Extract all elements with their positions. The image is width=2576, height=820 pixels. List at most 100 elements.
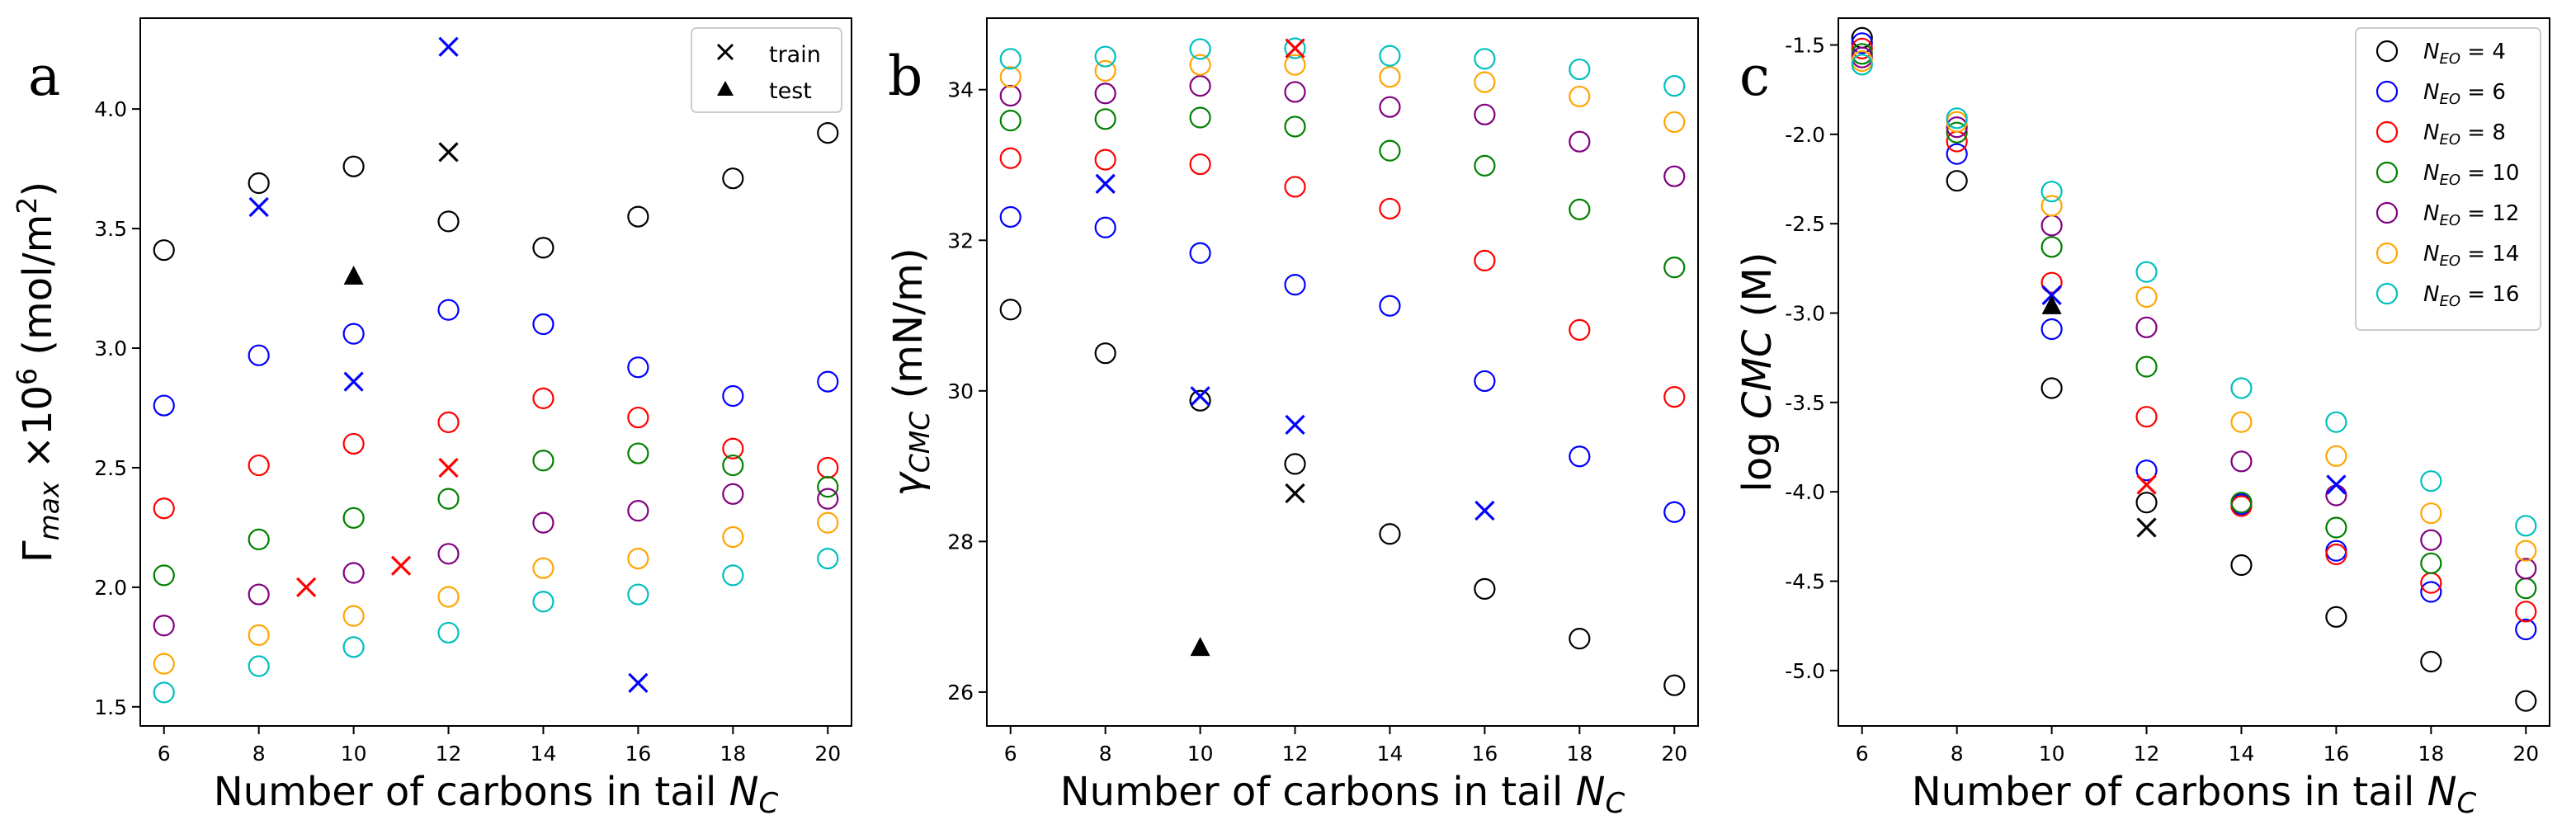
- point-n-eo-8: [2420, 572, 2442, 594]
- y-tick-label: 34: [947, 78, 974, 102]
- point-n-eo-12: [817, 488, 839, 510]
- panel-c-ylabel: log CMC (M): [1734, 252, 1781, 492]
- panel-a-ticks: 6 8 10 12 14 16 18 20 1.5 2.0 2.5 3.0 3.5 4.0: [94, 97, 841, 766]
- point-n-eo-10: [153, 564, 175, 587]
- point-n-eo-12: [1569, 130, 1591, 153]
- ylabel-a-sub: max: [33, 481, 65, 540]
- point-n-eo-12: [1284, 81, 1306, 103]
- point-n-eo-10: [1474, 154, 1496, 177]
- point-n-eo-14: [1474, 71, 1496, 93]
- legend-train-label: train: [769, 42, 821, 68]
- point-n-eo-8: [248, 454, 270, 477]
- cross-point-train-red: [2136, 474, 2157, 495]
- ylabel-a-close: ): [15, 181, 61, 197]
- point-n-eo-4: [2135, 492, 2158, 514]
- point-n-eo-16: [342, 636, 365, 658]
- panel-c-ticks: 6 8 10 12 14 16 18 20 -5.0 -4.5 -4.0 -3.5 -3.0 -2.5 -2…: [1785, 34, 2539, 766]
- cross-point-train-red: [390, 555, 412, 576]
- point-n-eo-10: [2135, 356, 2158, 378]
- legend-c-marker-icon: [2375, 282, 2399, 305]
- legend-c-value: = 12: [2460, 201, 2519, 226]
- legend-c-sub: EO: [2439, 212, 2460, 229]
- point-n-eo-6: [342, 323, 365, 345]
- point-n-eo-16: [722, 564, 744, 587]
- panel-b-axes-frame: [986, 17, 1699, 727]
- point-n-eo-16: [2135, 261, 2158, 283]
- xlabel-sub: C: [2457, 787, 2477, 820]
- y-tick-label: -3.0: [1785, 302, 1825, 326]
- point-n-eo-12: [342, 562, 365, 584]
- point-n-eo-16: [1189, 38, 1211, 60]
- point-n-eo-4: [2420, 650, 2442, 673]
- legend-c-sub: EO: [2439, 293, 2460, 310]
- point-n-eo-8: [999, 147, 1021, 169]
- point-n-eo-16: [2041, 181, 2063, 203]
- y-tick-label: 32: [947, 229, 974, 252]
- xlabel-main: Number of carbons in tail: [1912, 769, 2427, 815]
- cross-point-train-blue: [438, 36, 459, 57]
- point-n-eo-8: [342, 432, 365, 455]
- triangle-point-test: [1190, 637, 1210, 657]
- xlabel-main: Number of carbons in tail: [1060, 769, 1576, 815]
- point-n-eo-10: [437, 488, 460, 510]
- point-n-eo-12: [1946, 116, 1968, 139]
- y-tick-label: 3.5: [94, 217, 127, 241]
- panel-b-ylabel: γCMC (mN/m): [885, 247, 936, 496]
- cross-point-train-blue: [343, 371, 364, 392]
- point-n-eo-6: [2230, 493, 2253, 516]
- point-n-eo-14: [342, 605, 365, 627]
- x-tick-label: 16: [1471, 742, 1498, 766]
- y-tick-label: 3.0: [94, 337, 127, 361]
- point-n-eo-4: [2041, 377, 2063, 399]
- panel-b-ticks: 6 8 10 12 14 16 18 20 26 28 30 32 34: [947, 78, 1687, 766]
- point-n-eo-6: [1663, 501, 1686, 523]
- point-n-eo-8: [2135, 406, 2158, 428]
- panel-c-data: [1851, 26, 2537, 712]
- legend-c-marker-icon: [2375, 161, 2399, 184]
- y-tick-label: 2.0: [94, 576, 127, 600]
- point-n-eo-10: [248, 528, 270, 551]
- point-n-eo-8: [2515, 601, 2537, 623]
- x-tick-label: 6: [1856, 742, 1869, 766]
- point-n-eo-14: [722, 525, 744, 549]
- legend-c-sub: EO: [2439, 172, 2460, 189]
- xlabel-main: Number of carbons in tail: [214, 769, 729, 815]
- panel-b-xlabel: Number of carbons in tail NC: [1060, 769, 1625, 820]
- x-tick-label: 10: [2039, 742, 2065, 766]
- point-n-eo-4: [1094, 342, 1116, 365]
- point-n-eo-6: [2041, 318, 2063, 341]
- point-n-eo-14: [1663, 111, 1686, 134]
- point-n-eo-8: [1569, 318, 1591, 341]
- x-tick-label: 8: [252, 742, 266, 766]
- panel-a-data: [153, 36, 839, 704]
- point-n-eo-14: [1569, 85, 1591, 108]
- point-n-eo-10: [1189, 106, 1211, 129]
- legend-c-marker-icon: [2375, 120, 2399, 144]
- cross-point-train-black: [438, 142, 459, 163]
- point-n-eo-6: [1379, 295, 1401, 317]
- point-n-eo-6: [1094, 216, 1116, 238]
- legend-c-value: = 8: [2460, 120, 2506, 145]
- x-tick-label: 20: [814, 742, 841, 766]
- legend-c-var: N: [2423, 80, 2439, 105]
- panel-a-xlabel: Number of carbons in tail NC: [214, 769, 779, 820]
- point-n-eo-16: [153, 681, 175, 704]
- point-n-eo-4: [342, 155, 365, 177]
- point-n-eo-16: [1569, 58, 1591, 81]
- point-n-eo-10: [2325, 516, 2347, 539]
- point-n-eo-12: [1189, 75, 1211, 97]
- point-n-eo-8: [437, 411, 460, 433]
- x-tick-label: 8: [1099, 742, 1112, 766]
- point-n-eo-14: [2135, 285, 2158, 309]
- x-tick-label: 8: [1951, 742, 1964, 766]
- point-n-eo-16: [248, 655, 270, 677]
- x-tick-label: 12: [1282, 742, 1309, 766]
- point-n-eo-6: [1851, 32, 1873, 54]
- panel-a-legend: train test: [691, 27, 842, 113]
- xlabel-var: N: [1576, 769, 1606, 815]
- legend-c-entry-label: NEO = 10: [2423, 161, 2519, 189]
- panel-a: 6 8 10 12 14 16 18 20 1.5 2.0 2.5 3.0 3.5 4.0 a Numbe…: [11, 17, 852, 820]
- point-n-eo-10: [1094, 108, 1116, 130]
- point-n-eo-12: [532, 511, 554, 534]
